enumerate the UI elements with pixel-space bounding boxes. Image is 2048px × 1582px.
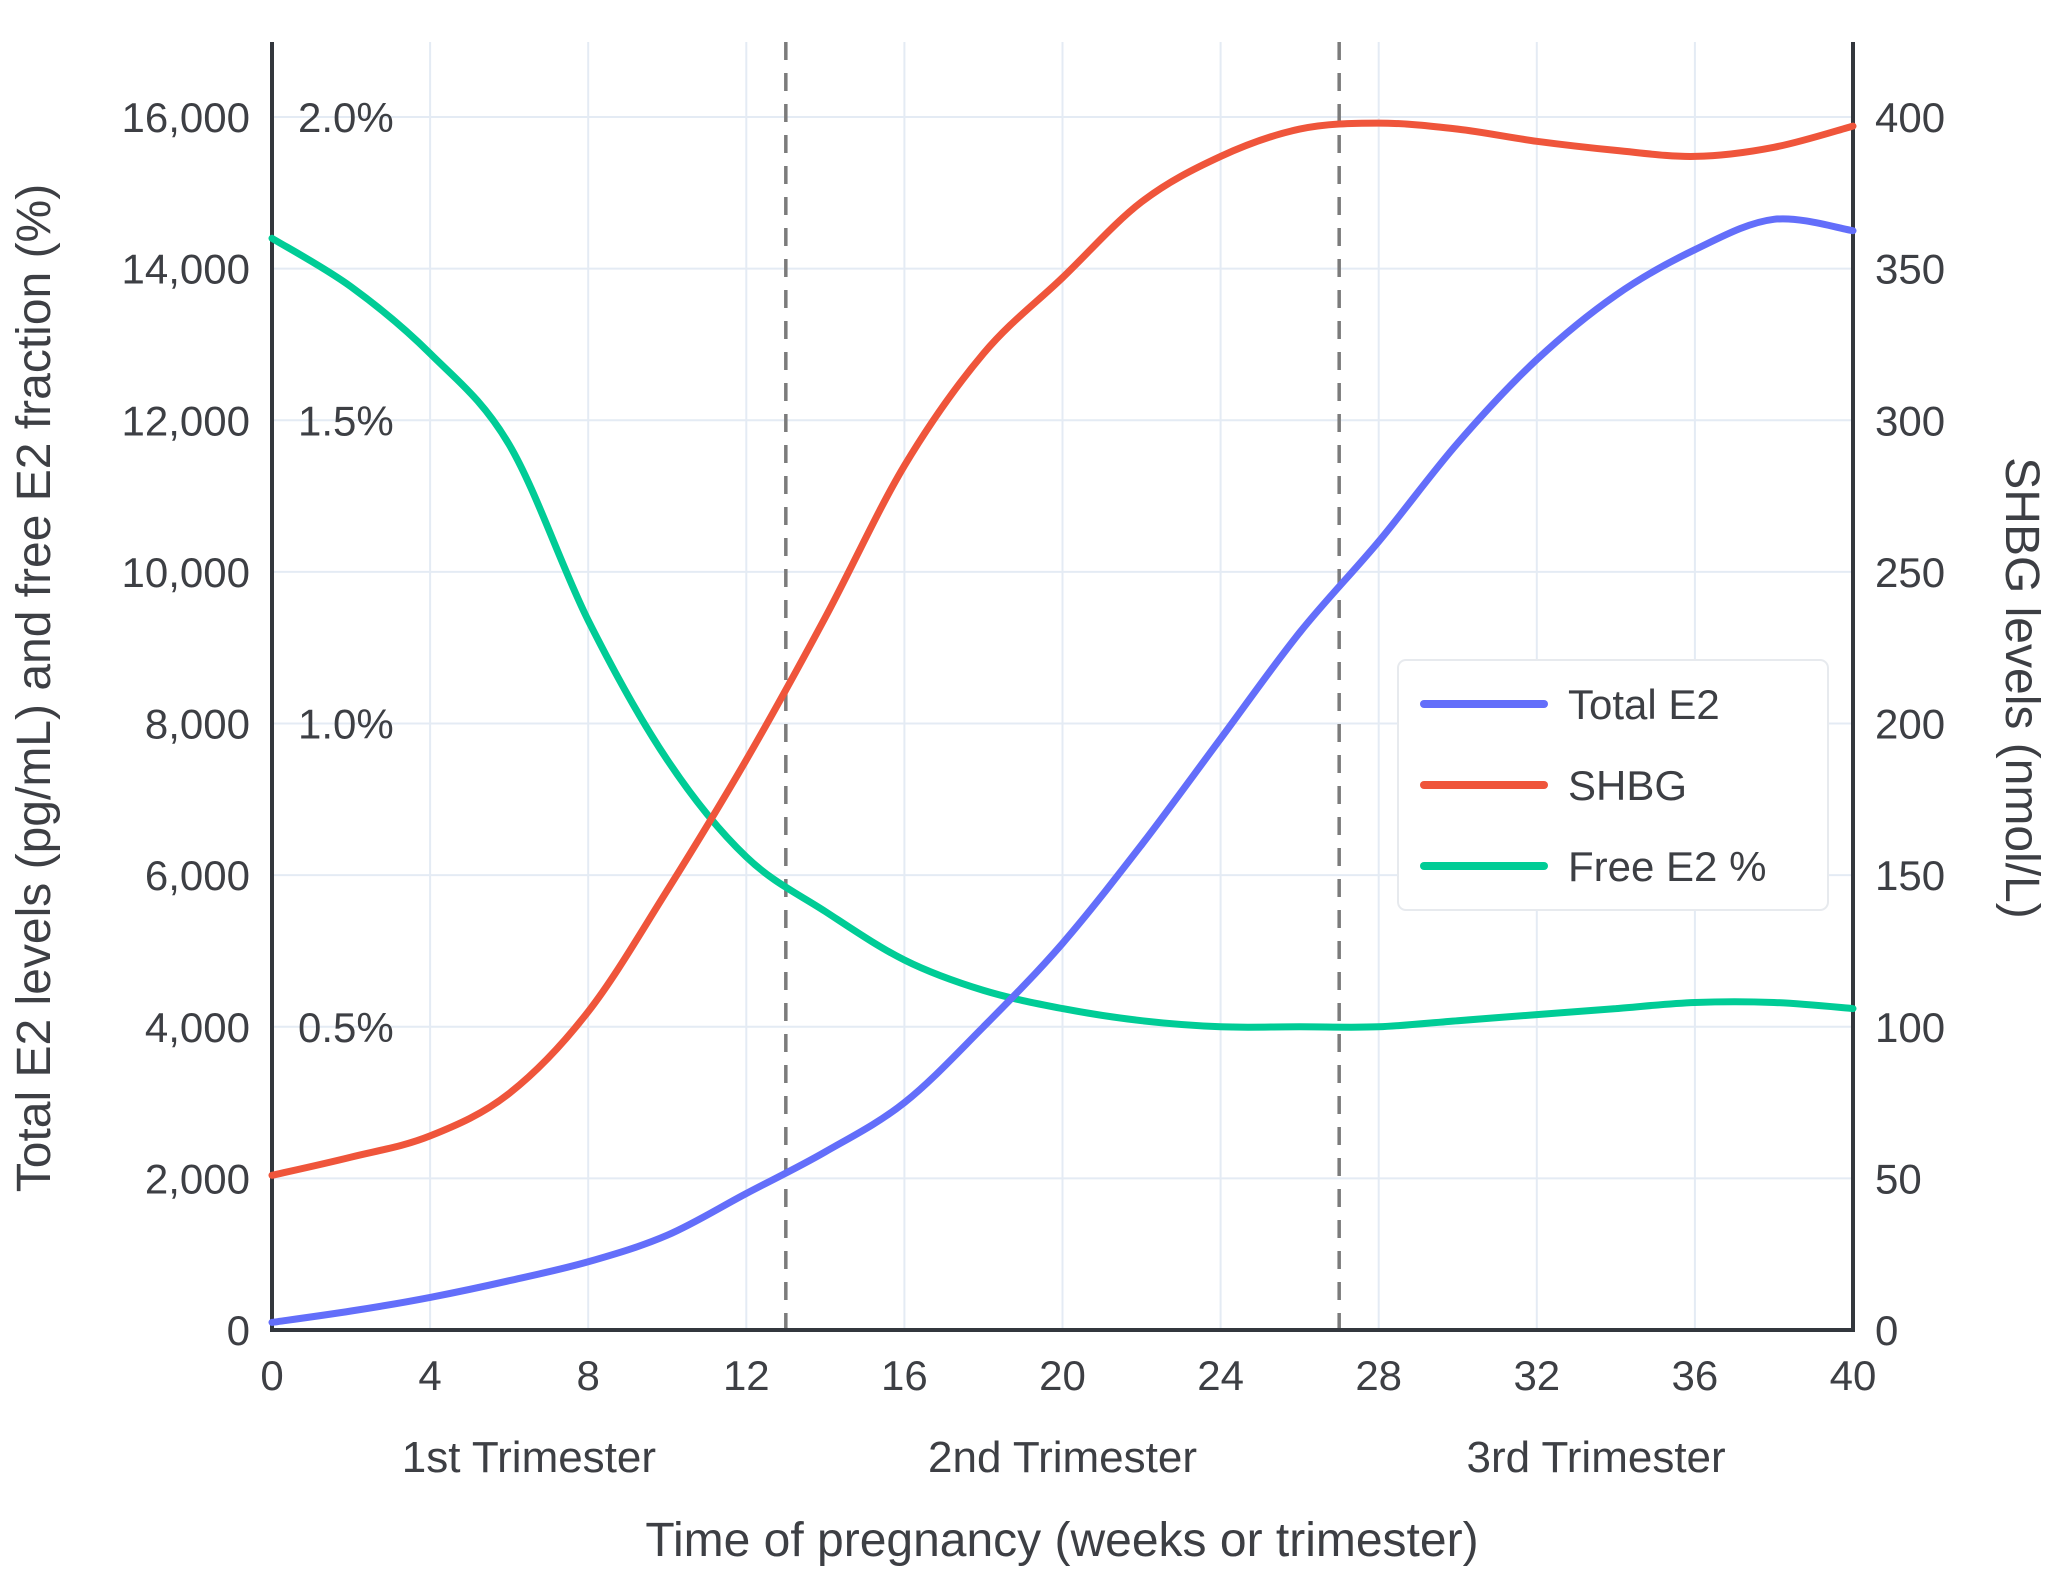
y-right-tick-label: 350 [1875, 246, 1945, 293]
y-right-tick-label: 0 [1875, 1307, 1898, 1354]
y-left-tick-label: 10,000 [122, 549, 250, 596]
y-left-tick-label: 6,000 [145, 852, 250, 899]
y-left-tick-label: 4,000 [145, 1004, 250, 1051]
legend-label: SHBG [1568, 762, 1687, 809]
x-tick-label: 32 [1513, 1352, 1560, 1399]
free-e2-percent-tick-label: 2.0% [298, 94, 394, 141]
y-right-tick-label: 100 [1875, 1004, 1945, 1051]
y-left-tick-label: 16,000 [122, 94, 250, 141]
series-line-shbg [268, 119, 1857, 1179]
trimester-label: 1st Trimester [402, 1433, 656, 1482]
y-right-tick-label: 150 [1875, 852, 1945, 899]
y-left-tick-label: 2,000 [145, 1155, 250, 1202]
legend [1397, 659, 1829, 911]
y-right-tick-label: 400 [1875, 94, 1945, 141]
x-tick-label: 12 [723, 1352, 770, 1399]
y-left-tick-label: 14,000 [122, 246, 250, 293]
series-line-total-e2 [268, 215, 1857, 1326]
x-tick-label: 40 [1830, 1352, 1877, 1399]
x-tick-label: 4 [418, 1352, 441, 1399]
x-tick-label: 8 [577, 1352, 600, 1399]
y-right-tick-label: 50 [1875, 1155, 1922, 1202]
x-tick-label: 16 [881, 1352, 928, 1399]
chart-plot-area: 0 2,000 4,000 6,000 8,000 10,000 12,000 14,000 1… [122, 42, 1945, 1482]
y-right-tick-label: 200 [1875, 701, 1945, 748]
y-axis-left-title: Total E2 levels (pg/mL) and free E2 frac… [8, 184, 61, 1192]
x-axis-title: Time of pregnancy (weeks or trimester) [645, 1514, 1478, 1567]
x-tick-label: 20 [1039, 1352, 1086, 1399]
free-e2-percent-tick-label: 1.0% [298, 701, 394, 748]
trimester-label: 2nd Trimester [928, 1433, 1197, 1482]
x-tick-label: 36 [1672, 1352, 1719, 1399]
y-left-tick-label: 0 [227, 1307, 250, 1354]
free-e2-percent-tick-label: 1.5% [298, 397, 394, 444]
y-right-tick-label: 250 [1875, 549, 1945, 596]
series-line-free-e2- [268, 234, 1857, 1031]
y-axis-right-title: SHBG levels (nmol/L) [1995, 457, 2048, 918]
y-left-tick-label: 12,000 [122, 397, 250, 444]
x-tick-label: 24 [1197, 1352, 1244, 1399]
free-e2-percent-tick-label: 0.5% [298, 1004, 394, 1051]
x-tick-label: 0 [260, 1352, 283, 1399]
y-left-tick-label: 8,000 [145, 701, 250, 748]
trimester-label: 3rd Trimester [1467, 1433, 1726, 1482]
legend-label: Free E2 % [1568, 843, 1766, 890]
y-right-tick-label: 300 [1875, 397, 1945, 444]
legend-label: Total E2 [1568, 681, 1720, 728]
x-tick-label: 28 [1355, 1352, 1402, 1399]
